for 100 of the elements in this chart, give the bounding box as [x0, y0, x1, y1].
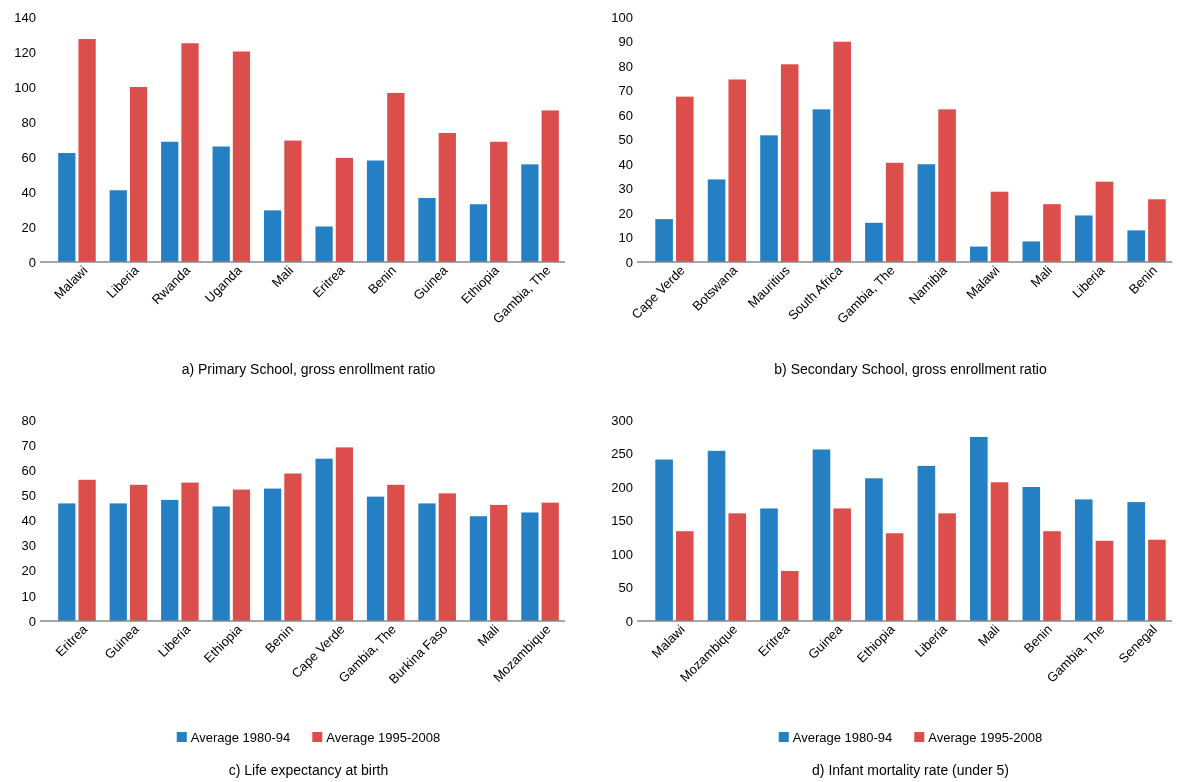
y-tick-label: 300: [611, 412, 633, 428]
bar: [760, 135, 778, 262]
x-tick-label: Mali: [975, 621, 1003, 650]
bar: [335, 157, 354, 262]
y-tick-label: 40: [21, 184, 36, 200]
bar: [675, 531, 694, 621]
legend-label: Average 1980-94: [190, 729, 291, 745]
legend-label: Average 1980-94: [792, 729, 893, 745]
y-tick-label: 100: [14, 79, 36, 95]
bar: [490, 141, 508, 262]
x-axis-title: b) Secondary School, gross enrollment ratio: [774, 361, 1047, 377]
bar: [181, 482, 199, 621]
bar: [58, 503, 76, 621]
bar: [284, 140, 302, 262]
y-tick-label: 150: [611, 513, 633, 529]
y-tick-label: 120: [14, 44, 36, 60]
bar: [366, 160, 385, 262]
bar: [833, 508, 851, 621]
bar: [917, 465, 936, 621]
bar: [232, 51, 251, 262]
bar: [315, 226, 333, 262]
bar: [990, 191, 1009, 262]
bar: [1148, 539, 1166, 621]
bar: [1022, 487, 1041, 621]
y-tick-label: 50: [21, 488, 36, 504]
bar: [812, 449, 831, 621]
bar: [1022, 241, 1041, 262]
x-axis-title: d) Infant mortality rate (under 5): [812, 762, 1009, 778]
bar: [181, 43, 199, 262]
bar: [232, 489, 251, 621]
bar: [970, 436, 988, 621]
y-tick-label: 60: [618, 107, 633, 123]
bar: [1095, 181, 1114, 262]
bar: [1127, 230, 1146, 262]
bar: [490, 504, 508, 621]
x-tick-label: Mali: [1027, 262, 1056, 291]
bar: [366, 496, 385, 621]
bar: [284, 473, 302, 621]
y-tick-label: 40: [21, 513, 36, 529]
bar: [655, 219, 673, 262]
bar: [129, 87, 148, 262]
y-tick-label: 0: [625, 613, 633, 629]
bar: [885, 533, 904, 621]
y-tick-label: 10: [618, 230, 633, 246]
bar: [938, 109, 956, 262]
bar: [1043, 204, 1061, 262]
x-axis-title: a) Primary School, gross enrollment ratio: [181, 361, 436, 377]
y-tick-label: 80: [21, 412, 36, 428]
bar: [469, 204, 488, 262]
bar: [885, 162, 904, 262]
bar: [541, 502, 559, 621]
bar: [865, 222, 883, 262]
y-tick-label: 10: [21, 588, 36, 604]
bar: [315, 458, 333, 621]
bar: [970, 246, 988, 262]
legend-label: Average 1995-2008: [326, 729, 441, 745]
bar: [78, 39, 96, 262]
y-tick-label: 30: [21, 538, 36, 554]
bar: [469, 516, 488, 621]
bar: [833, 41, 851, 262]
bar: [655, 459, 673, 621]
bar: [387, 484, 405, 621]
bar: [109, 503, 127, 621]
bar: [917, 164, 936, 262]
y-tick-label: 250: [611, 446, 633, 462]
bar: [78, 479, 96, 621]
bar: [58, 152, 76, 262]
y-tick-label: 0: [625, 254, 633, 270]
y-tick-label: 90: [618, 34, 633, 50]
bar: [1127, 502, 1146, 621]
y-tick-label: 40: [618, 156, 633, 172]
bar: [675, 96, 694, 262]
bar: [418, 197, 436, 262]
bar: [780, 570, 799, 621]
bar: [1074, 215, 1093, 262]
y-tick-label: 0: [28, 613, 36, 629]
y-tick-label: 100: [611, 9, 633, 25]
y-tick-label: 80: [21, 114, 36, 130]
bar: [1095, 540, 1114, 621]
bar: [541, 110, 559, 262]
y-tick-label: 140: [14, 9, 36, 25]
y-tick-label: 20: [21, 563, 36, 579]
bar: [212, 506, 230, 621]
y-tick-label: 20: [618, 205, 633, 221]
y-tick-label: 50: [618, 132, 633, 148]
bar: [161, 141, 179, 262]
bar: [387, 92, 405, 262]
bar: [161, 499, 179, 621]
y-tick-label: 50: [618, 580, 633, 596]
y-tick-label: 20: [21, 219, 36, 235]
bar: [812, 109, 831, 262]
bar: [728, 79, 747, 262]
bar: [707, 179, 726, 262]
bar: [521, 512, 539, 621]
y-tick-label: 70: [618, 83, 633, 99]
y-tick-label: 60: [21, 462, 36, 478]
bar: [335, 447, 354, 621]
y-tick-label: 0: [28, 254, 36, 270]
legend-label: Average 1995-2008: [928, 729, 1043, 745]
bar: [865, 478, 883, 621]
